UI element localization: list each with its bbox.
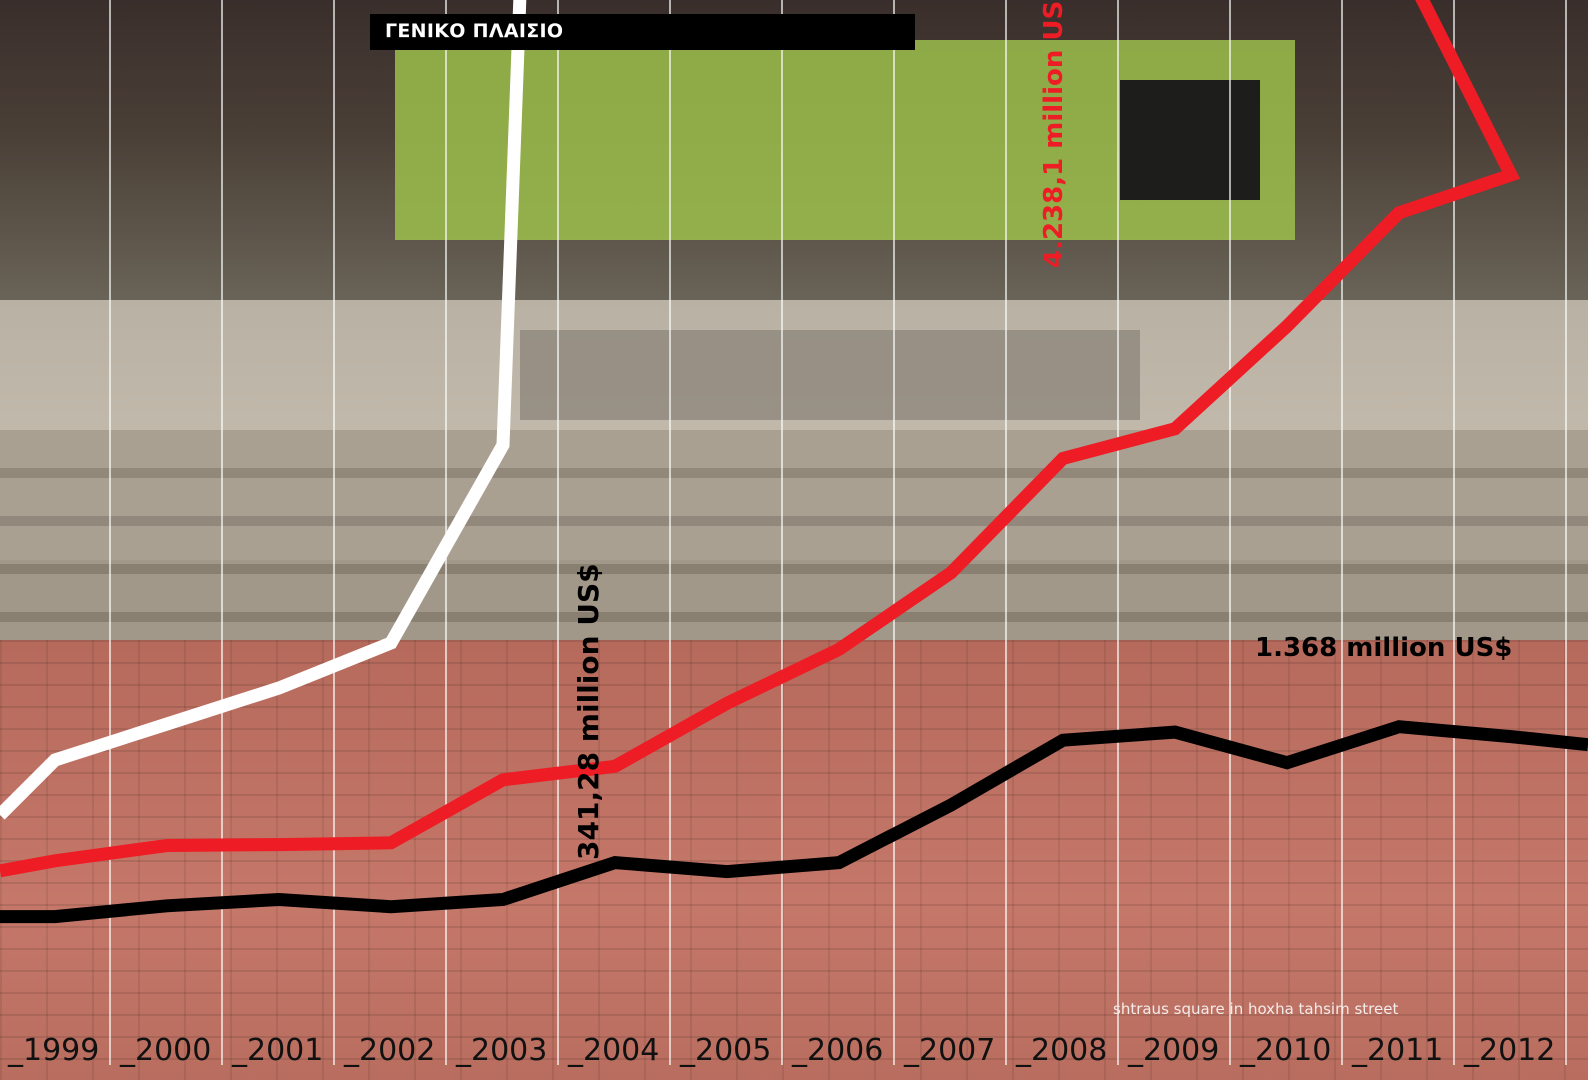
header-title: ΓΕΝΙΚΟ ΠΛΑΙΣΙΟ [385,20,564,42]
background-benches [520,330,1140,420]
x-tick-labels: _1999 _2000 _2001 _2002 _2003 _2004 _2005 _2006… [7,1033,1555,1068]
series-line-1 [0,0,527,820]
x-tick-label: _2003 [455,1033,547,1068]
annotation-label: 341,28 million US$ [572,563,605,860]
x-tick-label: _2007 [903,1033,995,1068]
x-tick-label: _2000 [119,1033,211,1068]
x-tick-label: _2008 [1015,1033,1107,1068]
background-shopfront [1120,80,1260,200]
series-lines [0,0,1588,924]
x-tick-label: _2012 [1463,1033,1555,1068]
annotation-label: 1.368 million US$ [1255,633,1512,663]
annotation-label: 4.238,1 million US$ [1039,0,1069,268]
x-tick-label: _2001 [231,1033,323,1068]
gridlines [109,0,1567,1065]
series-line-2 [0,0,1521,878]
x-tick-label: _2005 [679,1033,771,1068]
x-tick-label: _2009 [1127,1033,1219,1068]
annotations: 341,28 million US$ 4.238,1 million US$ 1.3… [572,0,1512,860]
x-tick-label: _2002 [343,1033,435,1068]
header-bar: ΓΕΝΙΚΟ ΠΛΑΙΣΙΟ [370,14,915,50]
x-tick-label: _2006 [791,1033,883,1068]
x-tick-label: _2010 [1239,1033,1331,1068]
x-tick-label: _2011 [1351,1033,1443,1068]
photo-caption: shtraus square in hoxha tahsim street [1113,1000,1399,1018]
x-tick-label: _2004 [567,1033,659,1068]
series-line-3 [0,720,1588,924]
x-tick-label: _1999 [7,1033,99,1068]
